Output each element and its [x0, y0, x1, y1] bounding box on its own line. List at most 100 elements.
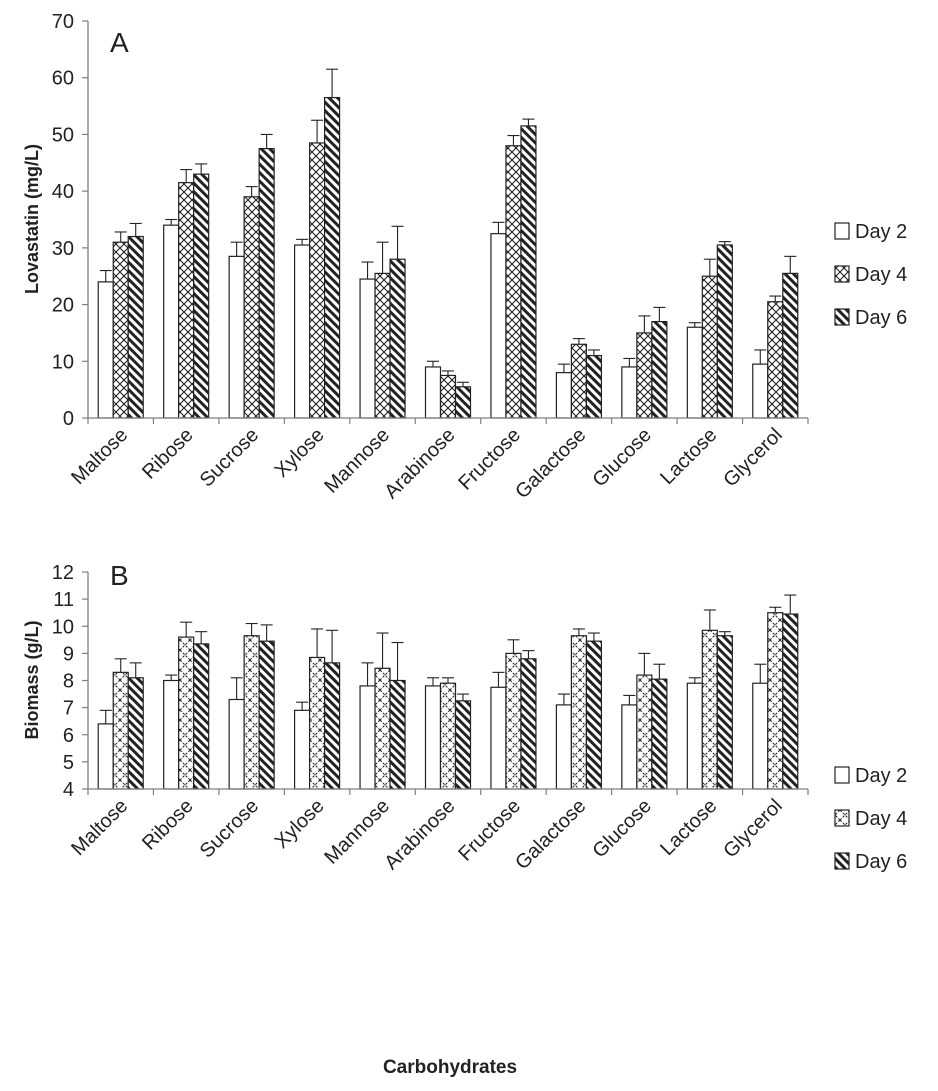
bar [193, 643, 210, 790]
category-label: Ribose [138, 424, 198, 484]
y-tick-label: 11 [53, 589, 74, 611]
category-label: Arabinose [380, 424, 459, 503]
category-label: Glycerol [719, 424, 786, 491]
y-tick-label: 12 [52, 562, 74, 584]
legend-label: Day 4 [855, 808, 907, 830]
category-label: Maltose [67, 424, 132, 489]
bar [505, 145, 522, 419]
bar [686, 326, 703, 419]
bar [701, 629, 718, 790]
bar [258, 640, 275, 790]
bar [127, 235, 144, 419]
category-label: Glycerol [719, 795, 786, 862]
bar [767, 301, 784, 419]
bar [454, 700, 472, 790]
y-tick-label: 7 [63, 698, 74, 720]
y-tick-label: 0 [63, 408, 74, 430]
bar [127, 677, 144, 790]
bar [178, 182, 195, 419]
category-label: Sucrose [196, 424, 263, 491]
y-tick-label: 6 [63, 725, 74, 747]
y-tick-label: 5 [63, 752, 74, 774]
bar [752, 363, 769, 419]
series-day-4 [112, 119, 784, 419]
legend-label: Day 2 [855, 765, 907, 787]
bar [585, 640, 603, 790]
bar [193, 173, 210, 419]
legend-swatch [834, 308, 850, 326]
bar [293, 244, 311, 419]
panel-a-y-axis-title: Lovastatin (mg/L) [22, 144, 42, 294]
category-label: Arabinose [380, 795, 459, 874]
legend-item: Day 2 [834, 221, 907, 243]
bar [555, 704, 573, 790]
category-label: Maltose [67, 795, 132, 860]
y-tick-label: 70 [52, 11, 74, 33]
bar [374, 272, 391, 419]
category-label: Glucose [588, 424, 655, 491]
bar [439, 682, 457, 790]
bar [490, 233, 507, 419]
bar [782, 613, 799, 790]
bar [112, 671, 129, 790]
bar [555, 372, 573, 419]
bar [374, 667, 391, 790]
bar [490, 686, 507, 790]
bar [686, 682, 703, 790]
bar [97, 281, 114, 419]
panel-b-letter: B [110, 560, 129, 591]
legend-swatch [834, 222, 850, 240]
bar [782, 272, 799, 419]
bar [752, 682, 769, 790]
bar [163, 224, 180, 419]
bar [359, 278, 376, 419]
legend-label: Day 6 [855, 307, 907, 329]
legend-item: Day 4 [834, 808, 907, 830]
category-label: Sucrose [196, 795, 263, 862]
legend-swatch [834, 265, 850, 283]
legend-swatch [834, 809, 850, 827]
legend-item: Day 6 [834, 851, 907, 873]
bar [454, 386, 472, 419]
y-tick-label: 30 [52, 238, 74, 260]
bar [651, 320, 668, 419]
legend-item: Day 6 [834, 307, 907, 329]
bar [228, 698, 245, 790]
panel-a-letter: A [110, 27, 129, 58]
category-label: Xylose [271, 795, 329, 853]
legend-item: Day 2 [834, 765, 907, 787]
y-tick-label: 10 [52, 616, 74, 638]
legend-item: Day 4 [834, 264, 907, 286]
bar [389, 258, 406, 419]
panel-b-x-axis-title: Carbohydrates [383, 1057, 517, 1078]
panel-a-axes [82, 20, 809, 424]
y-tick-label: 10 [52, 351, 74, 373]
bar [112, 241, 129, 419]
panel-a-legend: Day 2 Day 4 Day 6 [834, 221, 907, 329]
category-label: Galactose [511, 424, 590, 503]
bar [585, 355, 603, 419]
category-label: Ribose [138, 795, 198, 855]
y-tick-label: 50 [52, 124, 74, 146]
bar [570, 343, 588, 419]
panel-b-legend: Day 2 Day 4 Day 6 [834, 765, 907, 873]
bar [636, 674, 653, 790]
y-tick-label: 8 [63, 671, 74, 693]
bar [258, 148, 275, 419]
bar [520, 658, 537, 790]
bar [163, 679, 180, 790]
panel-b: B Biomass (g/L) 4 5 6 7 8 9 10 11 12 Maltose Ribo… [22, 560, 907, 1078]
bar [716, 635, 733, 790]
bar [439, 374, 457, 419]
bar [293, 709, 311, 790]
bar [651, 678, 668, 790]
bar [389, 679, 406, 790]
series-day-4 [112, 606, 784, 790]
panel-b-axes [82, 571, 809, 795]
category-label: Lactose [656, 795, 721, 860]
bar [323, 662, 341, 790]
bar [767, 612, 784, 790]
bar [520, 125, 537, 419]
